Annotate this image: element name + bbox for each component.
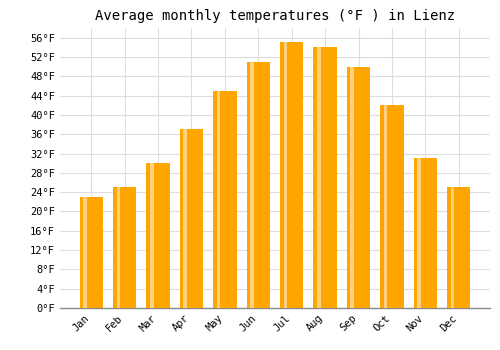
- Bar: [80, 197, 103, 308]
- Bar: [146, 163, 170, 308]
- Bar: [384, 105, 388, 308]
- Bar: [250, 62, 254, 308]
- Bar: [450, 187, 454, 308]
- Bar: [284, 42, 287, 308]
- Title: Average monthly temperatures (°F ) in Lienz: Average monthly temperatures (°F ) in Li…: [95, 9, 455, 23]
- Bar: [246, 62, 270, 308]
- Bar: [180, 130, 203, 308]
- Bar: [380, 105, 404, 308]
- Bar: [447, 187, 470, 308]
- Bar: [184, 130, 187, 308]
- Bar: [414, 158, 437, 308]
- Bar: [418, 158, 421, 308]
- Bar: [83, 197, 86, 308]
- Bar: [280, 42, 303, 308]
- Bar: [116, 187, 120, 308]
- Bar: [350, 66, 354, 308]
- Bar: [314, 47, 337, 308]
- Bar: [113, 187, 136, 308]
- Bar: [217, 91, 220, 308]
- Bar: [347, 66, 370, 308]
- Bar: [317, 47, 320, 308]
- Bar: [150, 163, 154, 308]
- Bar: [213, 91, 236, 308]
